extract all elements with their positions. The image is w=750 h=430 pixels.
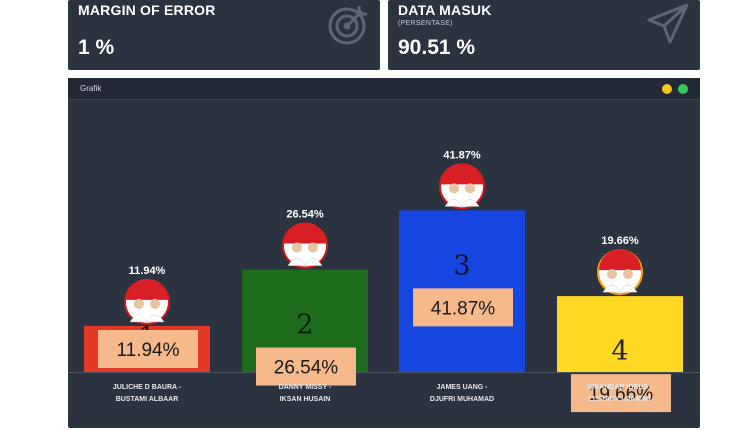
value-box-2: [256, 347, 356, 386]
avatar-flag-1: [126, 278, 168, 300]
maximize-dot[interactable]: [678, 84, 688, 94]
avatar-body-right-2: [304, 258, 323, 266]
category-label-4-1: ISKANDAR IDRUS -: [588, 384, 654, 391]
category-label-3-1: JAMES UANG -: [437, 384, 489, 391]
bar-chart: 11.94%111.94%JULICHE D BAURA -BUSTAMI AL…: [68, 149, 700, 413]
category-label-4-2: LUSIANY I DAMAR: [589, 396, 651, 403]
avatar-face-left-3: [449, 183, 459, 194]
value-box-4: [571, 374, 671, 413]
data-masuk-title: DATA MASUK: [398, 2, 492, 18]
chart-panel: Grafik 11.94%111.94%JULICHE D BAURA -BUS…: [68, 78, 700, 428]
avatar-flag-4: [599, 249, 641, 271]
margin-of-error-value: 1 %: [78, 36, 115, 59]
top-label-3: 41.87%: [443, 149, 481, 161]
margin-of-error-title: MARGIN OF ERROR: [78, 2, 216, 18]
top-label-4: 19.66%: [601, 235, 639, 247]
value-box-1: [98, 330, 198, 368]
target-icon: [328, 6, 367, 45]
value-box-3: [413, 288, 513, 327]
avatar-face-right-2: [308, 242, 318, 253]
avatar-face-right-1: [150, 298, 160, 309]
candidate-number-2: 2: [296, 310, 313, 341]
category-label-1-1: JULICHE D BAURA -: [113, 384, 182, 391]
avatar-flag-3: [441, 163, 483, 185]
margin-of-error-card: MARGIN OF ERROR 1 %: [68, 0, 380, 70]
value-label-4: 19.66%: [589, 384, 654, 405]
value-label-2: 26.54%: [274, 358, 339, 379]
category-label-2-1: DANNY MISSY -: [279, 384, 332, 391]
avatar-body-right-1: [146, 314, 165, 323]
panel-header: Grafik: [68, 78, 700, 100]
bar-4: [557, 296, 683, 372]
category-label-2-2: IKSAN HUSAIN: [280, 396, 331, 403]
data-masuk-subtitle: (PERSENTASE): [398, 20, 453, 27]
candidate-number-4: 4: [611, 336, 628, 367]
category-label-1-2: BUSTAMI ALBAAR: [116, 396, 179, 403]
send-icon: [647, 3, 689, 44]
value-label-1: 11.94%: [116, 340, 179, 361]
candidate-number-3: 3: [453, 250, 470, 281]
avatar-face-left-2: [292, 242, 302, 253]
data-masuk-value: 90.51 %: [398, 36, 476, 59]
avatar-body-right-4: [619, 284, 638, 293]
data-masuk-card: DATA MASUK (PERSENTASE) 90.51 %: [388, 0, 700, 70]
avatar-face-right-4: [623, 269, 633, 280]
avatar-flag-2: [284, 222, 326, 244]
avatar-face-right-3: [465, 183, 475, 194]
value-label-3: 41.87%: [431, 298, 496, 319]
avatar-face-left-4: [607, 269, 617, 280]
avatar-body-right-3: [461, 199, 480, 207]
minimize-dot[interactable]: [662, 84, 672, 94]
panel-title: Grafik: [80, 84, 102, 93]
top-label-2: 26.54%: [286, 209, 324, 221]
avatar-face-left-1: [134, 298, 144, 309]
top-label-1: 11.94%: [129, 265, 166, 277]
category-label-3-2: DJUFRI MUHAMAD: [430, 396, 494, 403]
